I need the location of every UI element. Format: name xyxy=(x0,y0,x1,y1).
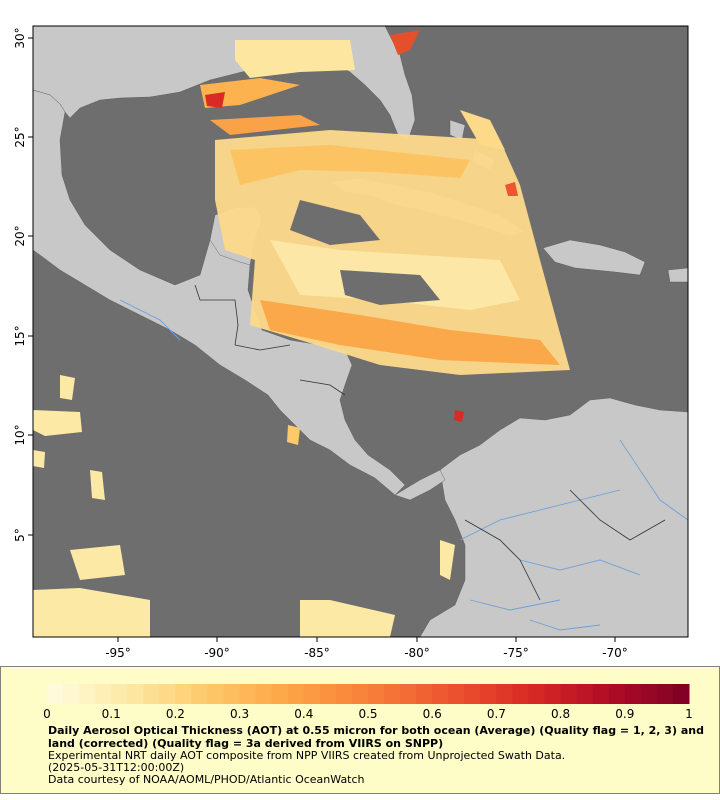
lon-tick-label: -95° xyxy=(105,646,131,660)
lon-axis: -95° -90° -85° -80° -75° -70° xyxy=(105,637,628,660)
legend-source-line: Experimental NRT daily AOT composite fro… xyxy=(48,749,566,762)
lat-tick-label: 10° xyxy=(13,424,27,445)
rivers xyxy=(119,299,689,631)
legend-title: Daily Aerosol Optical Thickness (AOT) at… xyxy=(48,724,704,750)
aot-map: 30° 25° 20° 15° 10° 5° -95° -90° -85° -8… xyxy=(13,25,689,660)
mexico-central-america xyxy=(32,89,406,496)
lat-axis: 30° 25° 20° 15° 10° 5° xyxy=(13,27,33,542)
legend-credit: Data courtesy of NOAA/AOML/PHOD/Atlantic… xyxy=(48,773,365,786)
lat-tick-label: 30° xyxy=(13,27,27,48)
lat-tick-label: 5° xyxy=(13,528,27,542)
country-borders xyxy=(194,284,666,601)
lon-tick-label: -85° xyxy=(304,646,330,660)
aot-patches xyxy=(33,375,464,637)
lat-tick-label: 25° xyxy=(13,126,27,147)
south-america xyxy=(419,397,689,638)
puerto-rico xyxy=(667,267,689,283)
lon-tick-label: -70° xyxy=(602,646,628,660)
plot-frame xyxy=(32,25,689,638)
lon-tick-label: -90° xyxy=(204,646,230,660)
hispaniola xyxy=(542,239,646,276)
legend-date: (2025-05-31T12:00:00Z) xyxy=(48,761,185,774)
aot-swath xyxy=(200,30,570,375)
lon-tick-label: -75° xyxy=(503,646,529,660)
lon-tick-label: -80° xyxy=(404,646,430,660)
lat-tick-label: 15° xyxy=(13,325,27,346)
lat-tick-label: 20° xyxy=(13,225,27,246)
panama xyxy=(394,469,446,501)
